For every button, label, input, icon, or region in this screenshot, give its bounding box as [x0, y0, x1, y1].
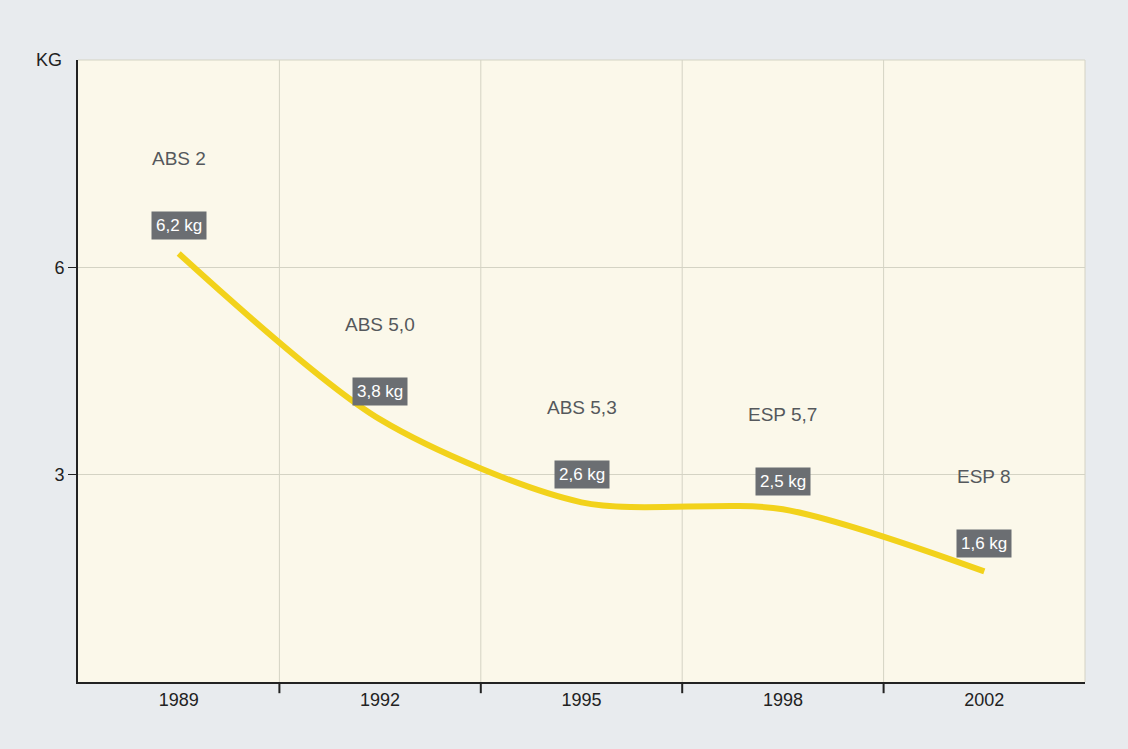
svg-text:2002: 2002	[964, 690, 1004, 710]
svg-text:1989: 1989	[159, 690, 199, 710]
svg-text:1,6 kg: 1,6 kg	[961, 534, 1007, 553]
svg-text:6,2 kg: 6,2 kg	[156, 216, 202, 235]
svg-text:ESP 8: ESP 8	[957, 466, 1011, 487]
svg-text:2,6 kg: 2,6 kg	[559, 465, 605, 484]
svg-text:1992: 1992	[360, 690, 400, 710]
svg-text:KG: KG	[36, 50, 62, 70]
svg-text:ABS 5,3: ABS 5,3	[547, 397, 617, 418]
svg-text:1998: 1998	[763, 690, 803, 710]
svg-text:6: 6	[54, 258, 64, 278]
svg-text:2,5 kg: 2,5 kg	[760, 472, 806, 491]
svg-text:ESP 5,7: ESP 5,7	[748, 404, 817, 425]
svg-text:ABS 2: ABS 2	[152, 148, 206, 169]
svg-text:ABS 5,0: ABS 5,0	[345, 314, 415, 335]
svg-text:3: 3	[54, 465, 64, 485]
svg-text:3,8 kg: 3,8 kg	[357, 382, 403, 401]
svg-text:1995: 1995	[561, 690, 601, 710]
